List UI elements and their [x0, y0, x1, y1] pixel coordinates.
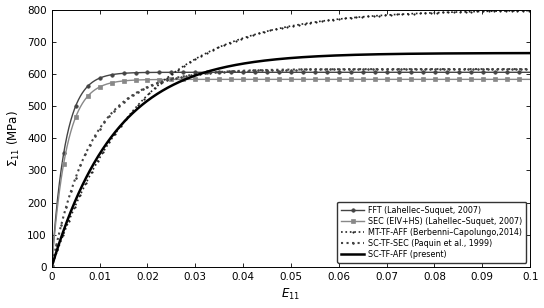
MT-TF-AFF (Berbenni–Capolungo,2014) [97, 155, 104, 158]
SC-TF-AFF (present) [422, 52, 428, 55]
MT-TF-AFF (Berbenni–Capolungo,2014) [527, 9, 534, 12]
SC-TF-SEC (Paquin et al., 1999) [259, 68, 265, 72]
MT-TF-AFF (Berbenni–Capolungo,2014) [377, 14, 384, 17]
SC-TF-AFF (present) [259, 59, 265, 63]
FFT (Lahellec–Suquet, 2007) [48, 265, 55, 269]
SC-TF-SEC (Paquin et al., 1999) [242, 69, 249, 72]
SC-TF-SEC (Paquin et al., 1999) [527, 67, 534, 71]
SEC (EIV+HS) (Lahellec–Suquet, 2007) [242, 78, 249, 81]
FFT (Lahellec–Suquet, 2007) [377, 71, 384, 74]
FFT (Lahellec–Suquet, 2007) [97, 76, 104, 79]
SC-TF-AFF (present) [48, 265, 55, 269]
Y-axis label: $\Sigma_{11}$ (MPa): $\Sigma_{11}$ (MPa) [5, 110, 22, 167]
SC-TF-AFF (present) [242, 61, 249, 65]
Line: SC-TF-SEC (Paquin et al., 1999): SC-TF-SEC (Paquin et al., 1999) [50, 67, 532, 269]
FFT (Lahellec–Suquet, 2007) [527, 71, 534, 74]
SC-TF-AFF (present) [430, 52, 437, 55]
FFT (Lahellec–Suquet, 2007) [430, 71, 437, 74]
Legend: FFT (Lahellec–Suquet, 2007), SEC (EIV+HS) (Lahellec–Suquet, 2007), MT-TF-AFF (Be: FFT (Lahellec–Suquet, 2007), SEC (EIV+HS… [337, 202, 526, 263]
FFT (Lahellec–Suquet, 2007) [422, 71, 428, 74]
SEC (EIV+HS) (Lahellec–Suquet, 2007) [48, 265, 55, 269]
MT-TF-AFF (Berbenni–Capolungo,2014) [430, 11, 437, 14]
SC-TF-AFF (present) [377, 52, 384, 56]
SEC (EIV+HS) (Lahellec–Suquet, 2007) [377, 78, 384, 81]
MT-TF-AFF (Berbenni–Capolungo,2014) [242, 35, 249, 39]
Line: SC-TF-AFF (present): SC-TF-AFF (present) [52, 53, 530, 267]
FFT (Lahellec–Suquet, 2007) [523, 71, 530, 74]
SC-TF-AFF (present) [97, 151, 104, 154]
SC-TF-SEC (Paquin et al., 1999) [430, 67, 437, 71]
SC-TF-AFF (present) [527, 51, 534, 55]
SEC (EIV+HS) (Lahellec–Suquet, 2007) [97, 85, 104, 88]
MT-TF-AFF (Berbenni–Capolungo,2014) [422, 11, 428, 15]
SEC (EIV+HS) (Lahellec–Suquet, 2007) [430, 78, 437, 81]
MT-TF-AFF (Berbenni–Capolungo,2014) [48, 265, 55, 269]
Line: FFT (Lahellec–Suquet, 2007): FFT (Lahellec–Suquet, 2007) [50, 71, 532, 269]
FFT (Lahellec–Suquet, 2007) [242, 71, 249, 74]
SEC (EIV+HS) (Lahellec–Suquet, 2007) [527, 78, 534, 81]
SEC (EIV+HS) (Lahellec–Suquet, 2007) [422, 78, 428, 81]
X-axis label: $E_{11}$: $E_{11}$ [281, 287, 300, 302]
FFT (Lahellec–Suquet, 2007) [259, 71, 265, 74]
Line: SEC (EIV+HS) (Lahellec–Suquet, 2007): SEC (EIV+HS) (Lahellec–Suquet, 2007) [50, 78, 532, 269]
Line: MT-TF-AFF (Berbenni–Capolungo,2014): MT-TF-AFF (Berbenni–Capolungo,2014) [50, 9, 531, 268]
SC-TF-SEC (Paquin et al., 1999) [48, 265, 55, 269]
MT-TF-AFF (Berbenni–Capolungo,2014) [259, 30, 265, 34]
SEC (EIV+HS) (Lahellec–Suquet, 2007) [259, 78, 265, 81]
SC-TF-SEC (Paquin et al., 1999) [377, 67, 384, 71]
SC-TF-SEC (Paquin et al., 1999) [422, 67, 428, 71]
SC-TF-SEC (Paquin et al., 1999) [97, 125, 104, 129]
